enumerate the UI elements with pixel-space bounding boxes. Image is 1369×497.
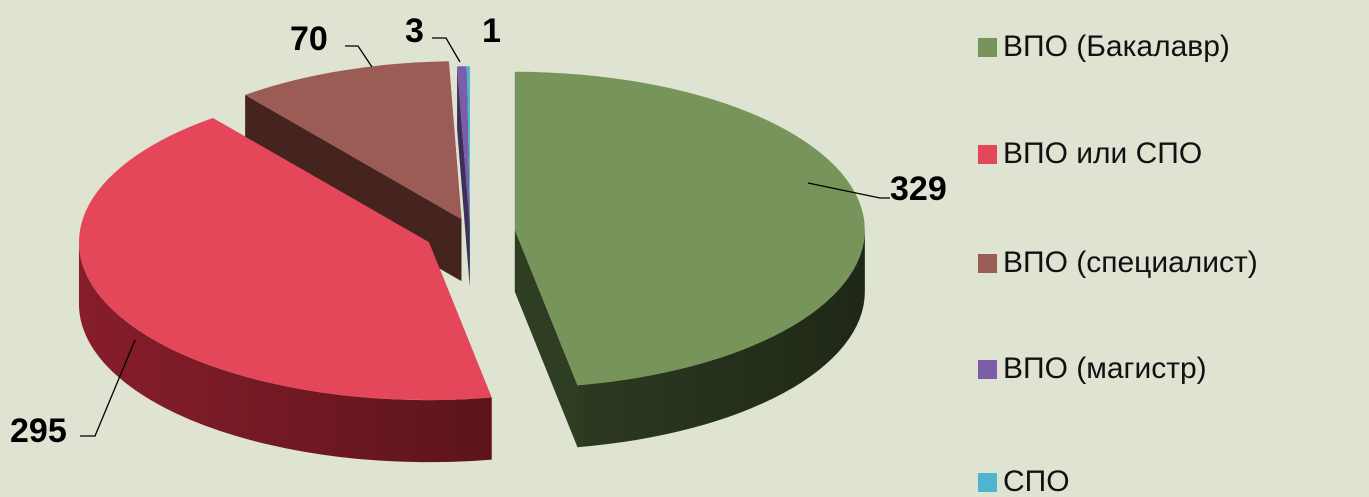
legend-label: ВПО (специалист)	[1003, 246, 1258, 279]
legend-item: СПО	[978, 465, 1070, 497]
pie-slice-side-shade	[78, 242, 492, 463]
leader-line	[807, 182, 890, 199]
legend-item: ВПО (Бакалавр)	[978, 30, 1230, 64]
data-label: 70	[290, 20, 328, 58]
pie-slice-wall	[514, 229, 578, 448]
legend-swatch	[978, 472, 997, 492]
legend-swatch	[978, 253, 997, 273]
pie-slice	[466, 66, 470, 225]
pie-slice-wall	[457, 66, 470, 287]
leader-line	[432, 37, 461, 63]
pie-slice	[245, 61, 462, 220]
legend-label: СПО	[1003, 465, 1070, 497]
data-label: 329	[890, 170, 947, 208]
pie-slice	[78, 117, 492, 401]
pie-slice	[514, 71, 865, 386]
data-label: 295	[10, 412, 67, 450]
leader-line	[345, 45, 373, 68]
legend-item: ВПО (специалист)	[978, 246, 1258, 280]
legend-swatch	[978, 359, 997, 379]
leader-line	[80, 339, 136, 437]
legend-label: ВПО (Бакалавр)	[1003, 30, 1230, 63]
pie-tops	[78, 61, 865, 401]
legend-item: ВПО (магистр)	[978, 352, 1207, 386]
data-label: 3	[405, 12, 424, 50]
legend-label: ВПО или СПО	[1003, 137, 1203, 170]
pie-slice-side-shade	[577, 229, 865, 448]
data-label: 1	[482, 12, 501, 50]
legend-item: ВПО или СПО	[978, 137, 1202, 171]
leader-lines	[80, 37, 890, 437]
data-labels: 329 295 70 3 1	[10, 12, 947, 450]
legend-swatch	[978, 37, 997, 57]
legend-swatch	[978, 144, 997, 164]
pie-slice	[457, 66, 470, 225]
legend-label: ВПО (магистр)	[1003, 352, 1207, 385]
